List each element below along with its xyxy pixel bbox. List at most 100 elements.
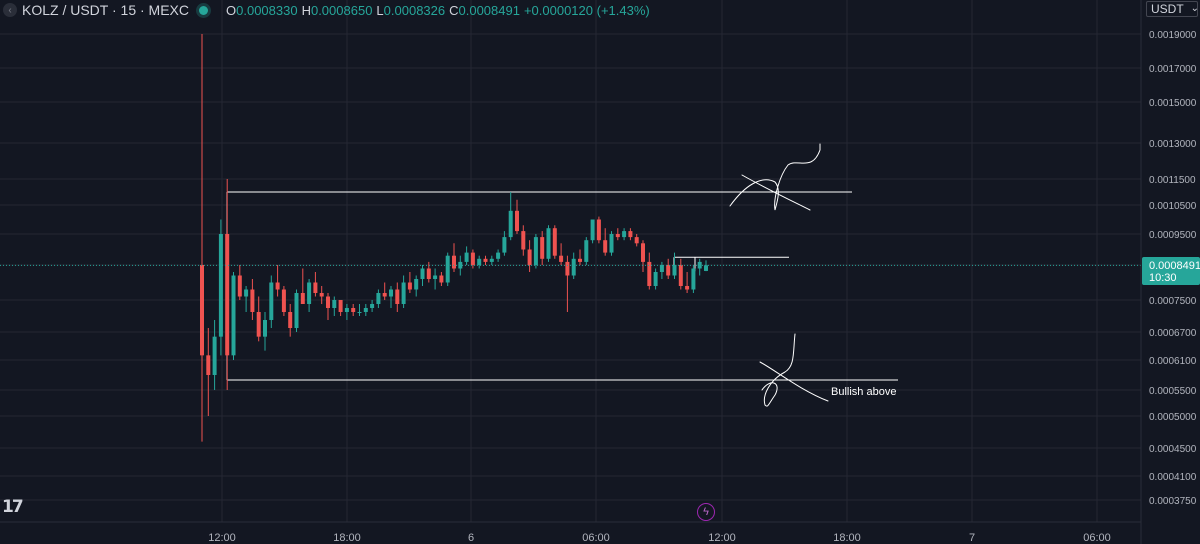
legend-header: ‹ KOLZ / USDT · 15 · MEXC O 0.0008330 H 0.… — [0, 0, 650, 20]
candle-body — [218, 234, 223, 337]
time-tick-label: 6 — [468, 532, 474, 544]
candle-body — [470, 252, 475, 265]
candle-body — [313, 282, 318, 293]
candle — [294, 289, 299, 332]
price-tick-label: 0.0013000 — [1149, 139, 1197, 150]
candle-body — [401, 282, 406, 304]
candle-body — [653, 272, 658, 286]
candle — [445, 252, 450, 286]
candle-body — [294, 293, 299, 328]
candle-body — [439, 275, 444, 283]
candle-body — [596, 219, 601, 241]
candle-body — [452, 255, 456, 269]
candle-body — [515, 210, 519, 232]
candle-body — [281, 289, 286, 312]
candle — [206, 328, 211, 416]
low-value: 0.0008326 — [383, 2, 446, 18]
candle-body — [502, 237, 507, 253]
candle — [300, 268, 305, 304]
high-value: 0.0008650 — [310, 2, 373, 18]
candle-body — [338, 300, 343, 312]
candle-body — [647, 261, 652, 286]
candle-body — [565, 261, 570, 276]
candle-body — [508, 210, 513, 238]
price-tick-label: 0.0007500 — [1149, 296, 1197, 307]
candle — [521, 225, 526, 256]
lightning-icon[interactable]: ϟ — [697, 503, 715, 521]
candle — [672, 252, 677, 279]
hand-drawn-annotations — [729, 143, 829, 407]
candle-body — [628, 231, 633, 238]
candle — [439, 272, 444, 286]
candle — [426, 261, 431, 283]
candle-body — [225, 234, 230, 356]
price-tick-label: 0.0006100 — [1149, 356, 1197, 367]
candle — [231, 272, 236, 360]
time-tick-label: 06:00 — [1083, 532, 1111, 544]
candle — [382, 282, 387, 300]
candle-body — [477, 258, 482, 265]
candle — [666, 258, 671, 279]
candle — [332, 296, 337, 316]
price-tick-label: 0.0004100 — [1149, 472, 1197, 483]
candle — [590, 219, 595, 244]
candle — [559, 243, 564, 265]
candle — [307, 279, 312, 312]
drawn-levels — [226, 191, 898, 381]
candle-body — [307, 282, 312, 304]
candle-body — [300, 293, 305, 304]
candle-body — [489, 258, 494, 262]
close-value: 0.0008491 — [458, 2, 520, 18]
candle — [659, 261, 664, 279]
time-axis: 12:00 18:00 6 06:00 12:00 18:00 7 06:00 — [208, 532, 1111, 544]
candle — [458, 255, 463, 276]
candle-body — [666, 265, 671, 276]
candle-body — [634, 237, 639, 244]
candle-body — [552, 228, 557, 256]
candle — [351, 304, 356, 316]
candle-body — [496, 252, 501, 259]
last-price-tag: 0.0008491 10:30 — [1142, 257, 1200, 285]
candle-body — [691, 268, 696, 290]
candle-body — [672, 265, 677, 276]
candle — [275, 265, 280, 297]
candle-body — [678, 265, 683, 286]
scribble-top — [729, 143, 821, 211]
candle — [628, 228, 633, 241]
candle — [477, 255, 482, 269]
candle — [389, 286, 393, 308]
candle — [225, 179, 230, 390]
candle-body — [389, 289, 393, 297]
scribble-bottom-strike — [759, 361, 829, 402]
change-value: +0.0000120 (+1.43%) — [523, 2, 650, 18]
candle — [552, 225, 557, 259]
candle-body — [578, 258, 582, 262]
symbol-title[interactable]: KOLZ / USDT · 15 · MEXC — [22, 2, 189, 18]
candle — [622, 228, 627, 241]
candle — [609, 231, 614, 256]
tradingview-logo-icon[interactable]: 17 — [2, 497, 24, 517]
candle-body — [464, 252, 469, 262]
candle — [452, 243, 456, 272]
currency-label: USDT — [1151, 2, 1184, 16]
candle-body — [540, 237, 545, 259]
chevron-left-icon[interactable]: ‹ — [3, 3, 17, 17]
candle — [401, 275, 406, 308]
time-tick-label: 18:00 — [833, 532, 861, 544]
chevron-down-icon: ⌄ — [1190, 3, 1199, 14]
candle-body — [584, 240, 589, 262]
candle-body — [433, 275, 438, 279]
time-tick-label: 06:00 — [582, 532, 610, 544]
scribble-top-strike — [741, 174, 811, 211]
candle — [319, 286, 324, 304]
candle — [578, 249, 582, 265]
candle — [420, 265, 425, 286]
price-tick-label: 0.0011500 — [1149, 175, 1196, 186]
currency-selector[interactable]: USDT ⌄ — [1146, 1, 1199, 17]
chart-grid — [0, 0, 1141, 522]
price-tick-label: 0.0010500 — [1149, 201, 1197, 212]
candle-body — [546, 228, 551, 259]
candle — [407, 272, 412, 293]
time-tick-label: 18:00 — [333, 532, 361, 544]
